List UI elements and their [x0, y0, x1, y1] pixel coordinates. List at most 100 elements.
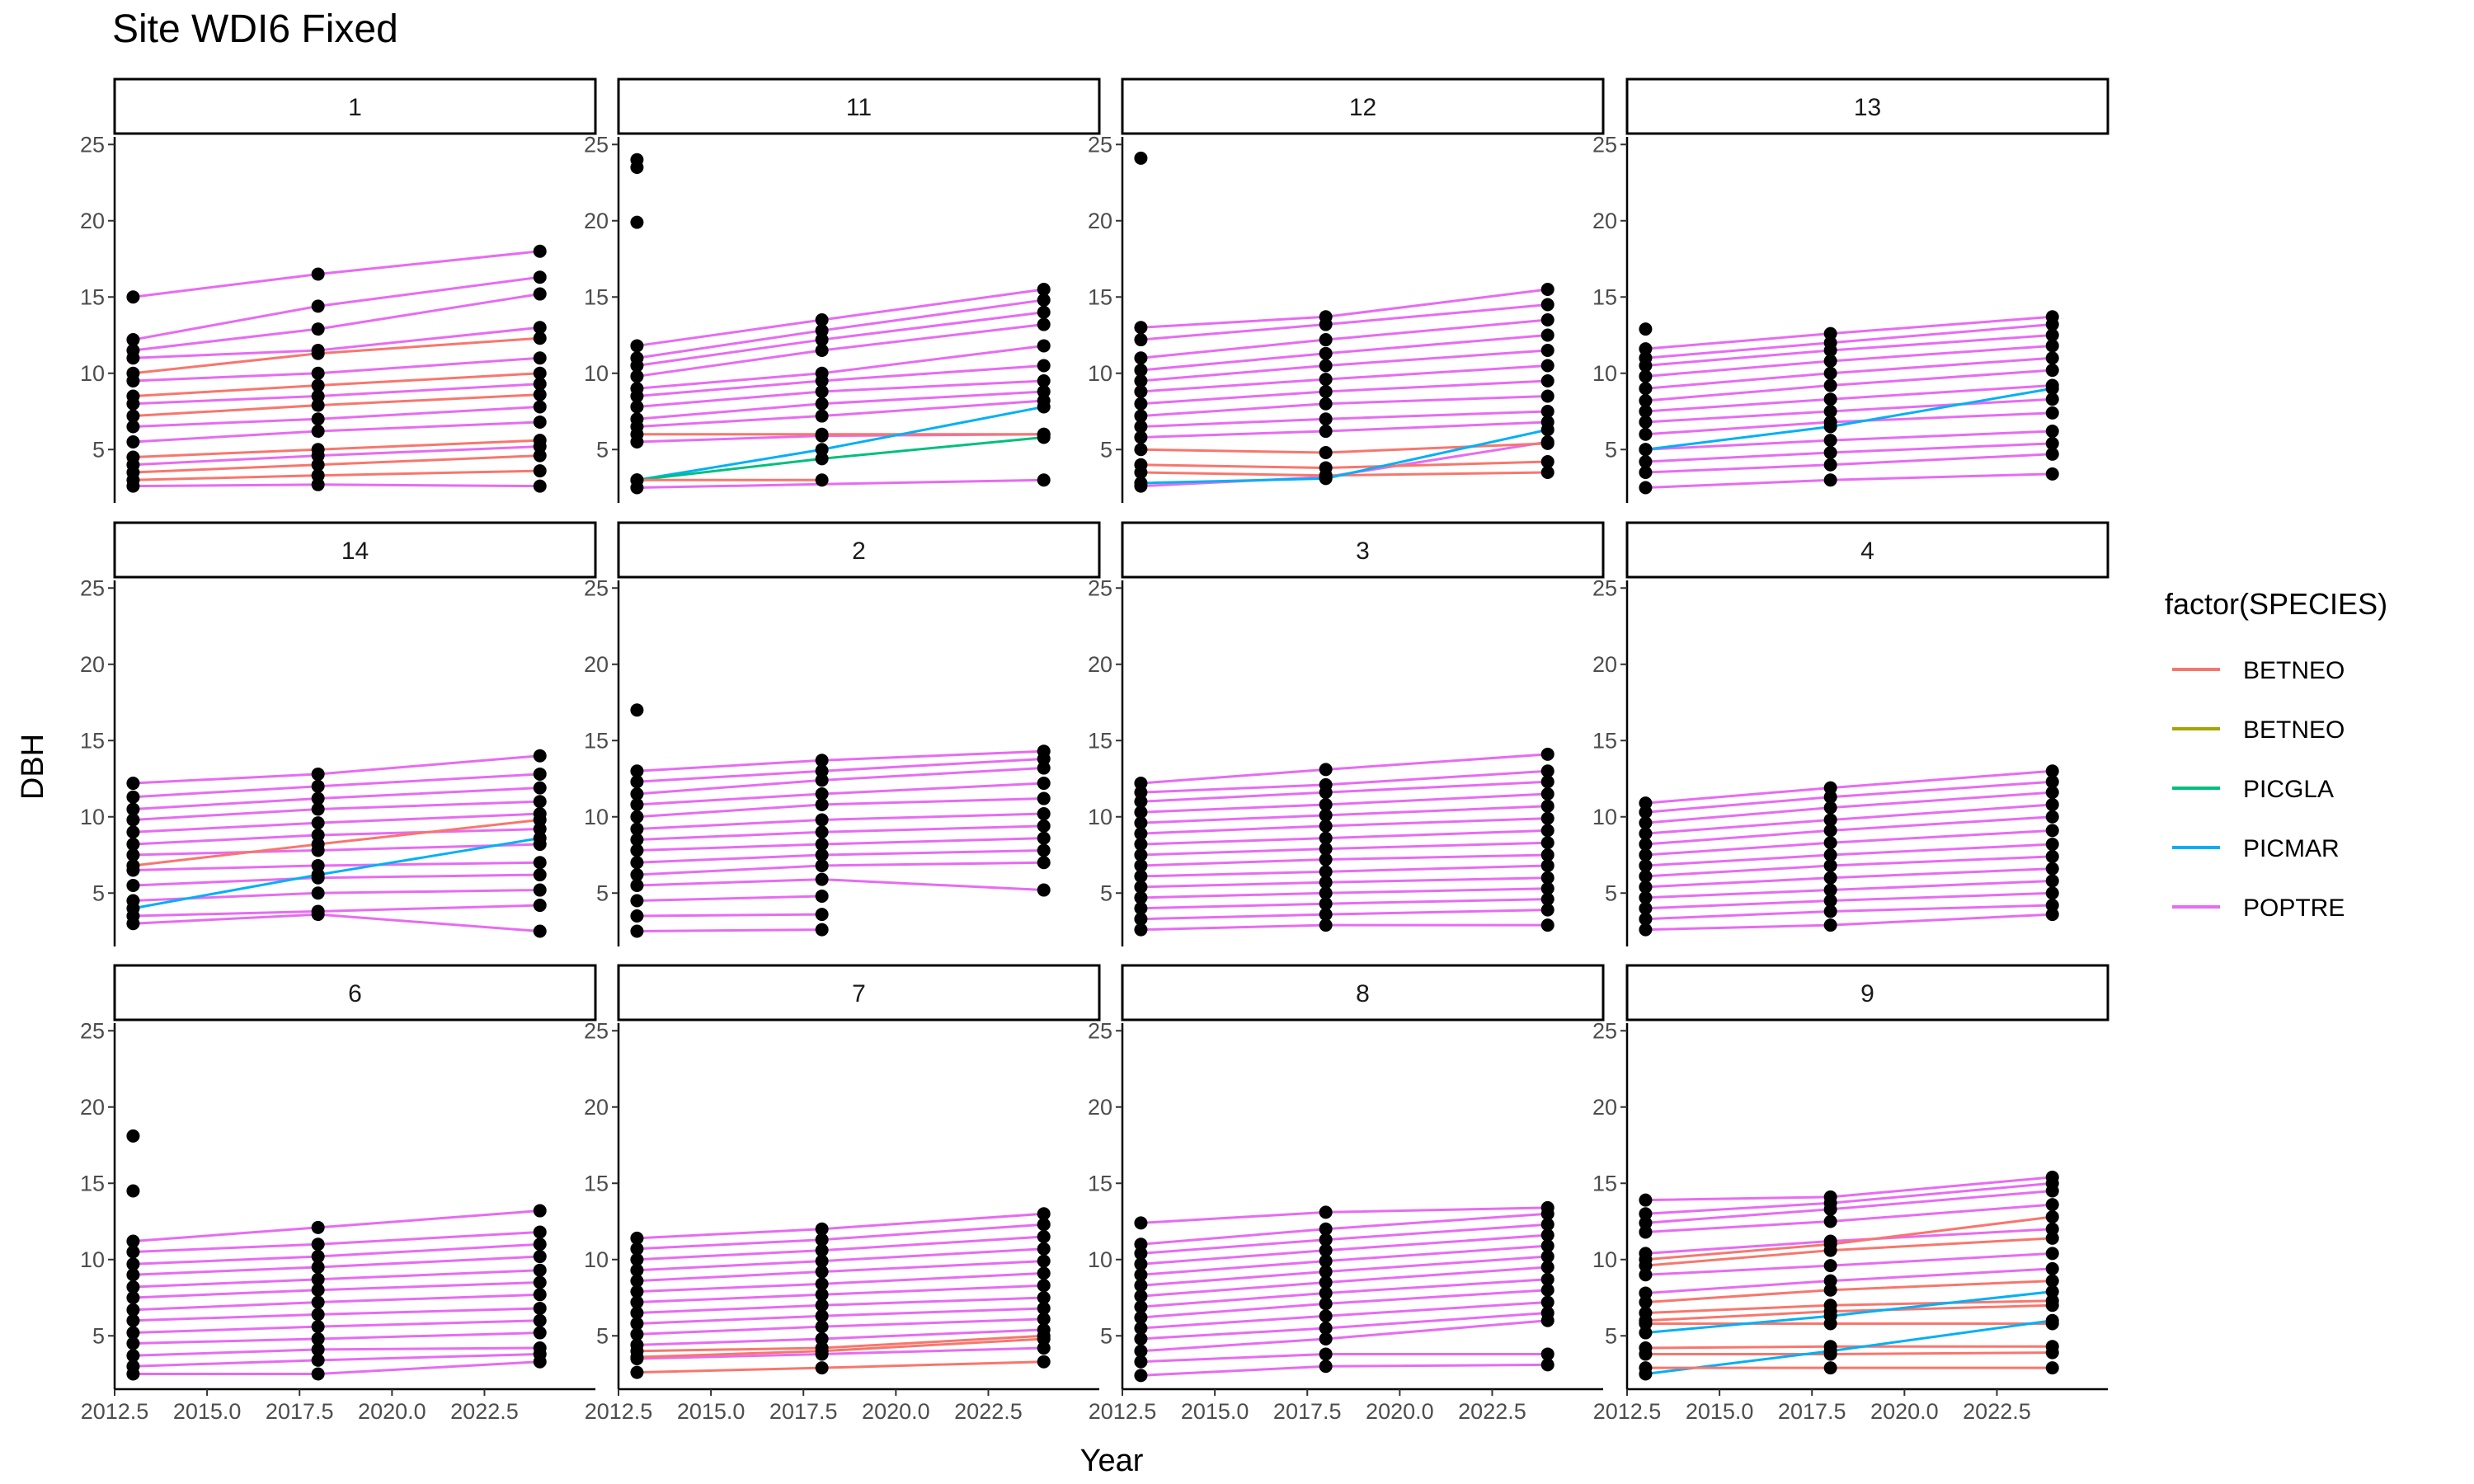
- x-tick-label: 2015.0: [173, 1399, 242, 1424]
- data-point: [1823, 458, 1837, 472]
- data-point: [815, 858, 829, 872]
- data-point: [1037, 1207, 1051, 1221]
- data-point: [1540, 1295, 1554, 1309]
- data-point: [1319, 333, 1333, 347]
- data-point: [1134, 1279, 1148, 1293]
- data-point: [311, 1220, 325, 1234]
- data-point: [1037, 293, 1051, 307]
- data-point: [1319, 359, 1333, 373]
- y-tick-label: 20: [1592, 209, 1617, 233]
- data-point: [1319, 1360, 1333, 1374]
- facet-strip-9: [1625, 964, 2109, 1021]
- series-line-poptre: [1141, 887, 1548, 899]
- data-point: [1639, 858, 1653, 872]
- data-point: [1134, 443, 1148, 457]
- data-point: [630, 894, 644, 908]
- series-line-betneo: [1645, 1351, 2053, 1355]
- y-tick-label: 20: [80, 652, 105, 677]
- data-point: [533, 321, 547, 335]
- y-tick-label: 15: [1088, 1171, 1112, 1195]
- facet-strip-label: 11: [846, 94, 872, 121]
- data-point: [815, 923, 829, 937]
- data-point: [630, 924, 644, 938]
- data-point: [126, 374, 140, 387]
- series-line-poptre: [1645, 369, 2053, 402]
- data-point: [1134, 901, 1148, 915]
- data-point: [2045, 1261, 2059, 1275]
- series-line-poptre: [133, 773, 540, 799]
- data-point: [1823, 1234, 1837, 1248]
- series-line-poptre: [637, 837, 1044, 852]
- facet-strip-label: 9: [1860, 980, 1874, 1007]
- data-point: [815, 384, 829, 398]
- data-point: [1134, 397, 1148, 411]
- series-line-poptre: [637, 1235, 1044, 1261]
- data-point: [1823, 801, 1837, 815]
- data-point: [126, 894, 140, 908]
- series-line-poptre: [133, 1230, 540, 1253]
- data-point: [1639, 427, 1653, 441]
- data-point: [2045, 1198, 2059, 1212]
- x-tick-label: 2020.0: [1366, 1399, 1434, 1424]
- data-point: [311, 448, 325, 463]
- data-point: [1823, 781, 1837, 795]
- series-line-poptre: [133, 1346, 540, 1357]
- data-point: [311, 1283, 325, 1297]
- y-tick-label: 15: [584, 1171, 609, 1195]
- y-tick-label: 10: [1592, 361, 1617, 386]
- y-tick-label: 10: [80, 1247, 105, 1272]
- data-point: [815, 344, 829, 357]
- data-point: [1540, 374, 1554, 387]
- series-line-poptre: [133, 275, 540, 341]
- data-point: [1134, 333, 1148, 347]
- y-tick-label: 10: [584, 805, 609, 829]
- data-point: [630, 833, 644, 847]
- data-point: [533, 813, 547, 827]
- data-point: [126, 1303, 140, 1317]
- y-tick-label: 25: [1592, 1018, 1617, 1043]
- data-point: [1134, 374, 1148, 387]
- data-point: [533, 351, 547, 365]
- data-point: [815, 1347, 829, 1361]
- data-point: [815, 452, 829, 466]
- facet-strip-12: [1121, 77, 1605, 135]
- data-point: [1134, 1237, 1148, 1252]
- data-point: [630, 909, 644, 923]
- data-point: [2045, 1274, 2059, 1288]
- data-point: [1540, 836, 1554, 850]
- data-point: [1037, 831, 1051, 845]
- facet-strip-3: [1121, 521, 1605, 579]
- facet-strip-1: [113, 77, 597, 135]
- data-point: [630, 161, 644, 174]
- series-line-poptre: [637, 323, 1044, 378]
- data-point: [311, 791, 325, 805]
- y-tick-label: 15: [1088, 728, 1112, 753]
- data-point: [815, 889, 829, 903]
- x-tick-label: 2020.0: [358, 1399, 426, 1424]
- data-point: [1319, 808, 1333, 822]
- data-point: [630, 1317, 644, 1331]
- series-line-poptre: [133, 250, 540, 298]
- data-point: [311, 816, 325, 830]
- data-point: [815, 773, 829, 787]
- data-point: [1540, 775, 1554, 789]
- data-point: [1319, 1297, 1333, 1311]
- data-point: [815, 397, 829, 411]
- y-tick-label: 20: [584, 209, 609, 233]
- data-point: [311, 468, 325, 482]
- data-point: [630, 797, 644, 811]
- data-point: [815, 754, 829, 768]
- y-tick-label: 25: [1088, 132, 1112, 157]
- data-point: [311, 389, 325, 403]
- series-line-betneo: [133, 393, 540, 418]
- data-point: [1540, 1272, 1554, 1286]
- data-point: [1540, 1250, 1554, 1264]
- data-point: [1037, 317, 1051, 331]
- data-point: [1037, 339, 1051, 353]
- y-tick-label: 15: [1592, 728, 1617, 753]
- series-line-poptre: [637, 767, 1044, 796]
- data-point: [1319, 397, 1333, 411]
- x-tick-label: 2012.5: [585, 1399, 653, 1424]
- series-line-poptre: [637, 878, 1044, 892]
